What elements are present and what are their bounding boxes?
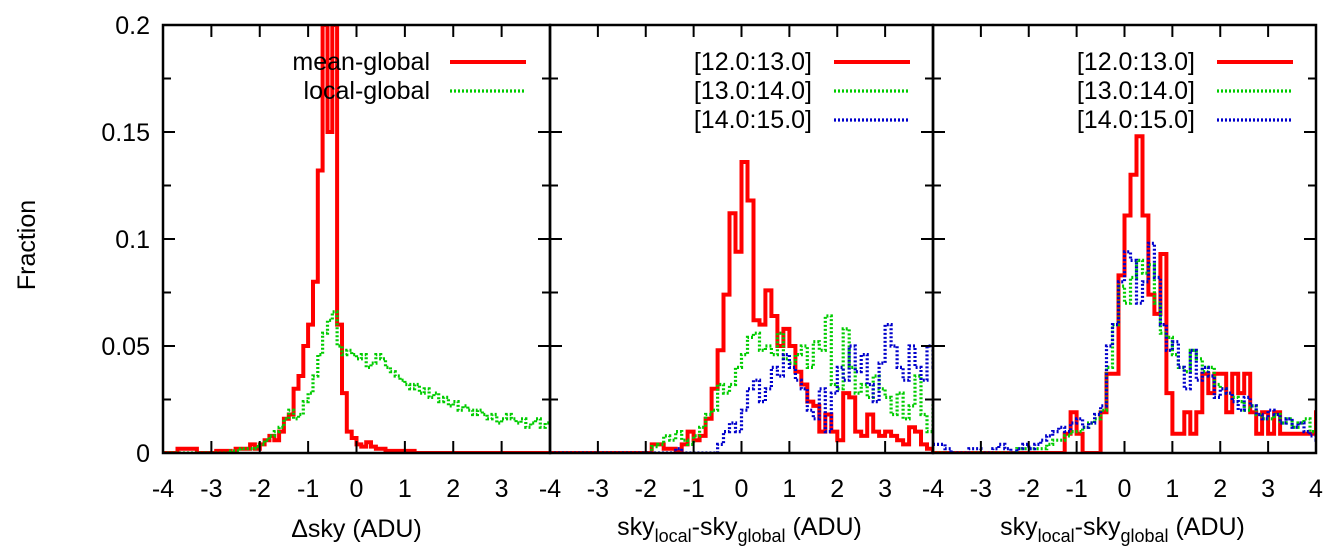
legend-label: mean-global [292,48,430,76]
x-tick-label: -2 [1018,475,1040,503]
y-tick-label: 0.1 [115,226,150,254]
x-tick-label: 2 [446,475,460,503]
y-tick-label: 0.15 [101,119,150,147]
x-tick-label: 0 [735,475,749,503]
x-tick-label: -4 [922,475,944,503]
x-tick-label: -1 [297,475,319,503]
x-tick-label: 3 [1261,475,1275,503]
y-tick-label: 0 [136,440,150,468]
x-tick-label: -1 [1066,475,1088,503]
x-tick-label: 0 [350,475,364,503]
x-tick-label: -4 [539,475,561,503]
x-axis-label: Δsky (ADU) [291,515,422,543]
legend-label: [12.0:13.0] [694,48,812,76]
panel-2: -4 -3 -2 -1 0 1 2 3 skylocal-skyglobal (ADU) [12.… [539,23,935,546]
legend-label: [14.0:15.0] [694,106,812,134]
legend-label: [14.0:15.0] [1077,106,1195,134]
x-axis-label: skylocal-skyglobal (ADU) [617,513,862,546]
x-tick-label: 3 [878,475,892,503]
x-tick-label: -2 [249,475,271,503]
x-tick-label: -4 [152,475,174,503]
series-group [550,160,933,453]
series-green-line [163,310,550,453]
x-tick-label: 1 [782,475,796,503]
series-blue-line [933,241,1316,453]
series-green-line [933,258,1316,453]
y-tick-label: 0.2 [115,12,150,40]
x-tick-label: 0 [1118,475,1132,503]
series-group [933,134,1316,453]
y-tick-label: 0.05 [101,333,150,361]
x-tick-label: -3 [200,475,222,503]
x-tick-label: -3 [970,475,992,503]
series-blue-line [550,323,933,453]
legend-label: [13.0:14.0] [694,77,812,105]
x-tick-label: -3 [587,475,609,503]
legend-label: [12.0:13.0] [1077,48,1195,76]
y-axis-label: Fraction [13,200,41,290]
series-red-line [550,160,933,453]
x-axis-label: skylocal-skyglobal (ADU) [1000,513,1245,546]
x-tick-label: 4 [1309,475,1323,503]
x-tick-label: 1 [1165,475,1179,503]
legend-label: [13.0:14.0] [1077,77,1195,105]
x-tick-label: -2 [635,475,657,503]
x-tick-label: 3 [495,475,509,503]
panel-3: -4 -3 -2 -1 0 1 2 3 4 skylocal-skyglobal (ADU) [12… [922,23,1323,546]
plots-layer: -4 -3 -2 -1 0 1 2 3 0 0.05 0.1 0.15 0.2 Δsky (ADU) mea… [101,12,1323,546]
legend: [12.0:13.0][13.0:14.0][14.0:15.0] [694,48,910,134]
x-tick-label: 2 [830,475,844,503]
panel-1: -4 -3 -2 -1 0 1 2 3 0 0.05 0.1 0.15 0.2 Δsky (ADU) mea… [101,12,552,543]
series-red-line [933,134,1316,453]
x-tick-label: 2 [1213,475,1227,503]
x-tick-label: 1 [398,475,412,503]
legend-label: local-global [304,77,430,105]
x-tick-label: -1 [683,475,705,503]
legend: [12.0:13.0][13.0:14.0][14.0:15.0] [1077,48,1293,134]
series-red-line [163,25,550,453]
